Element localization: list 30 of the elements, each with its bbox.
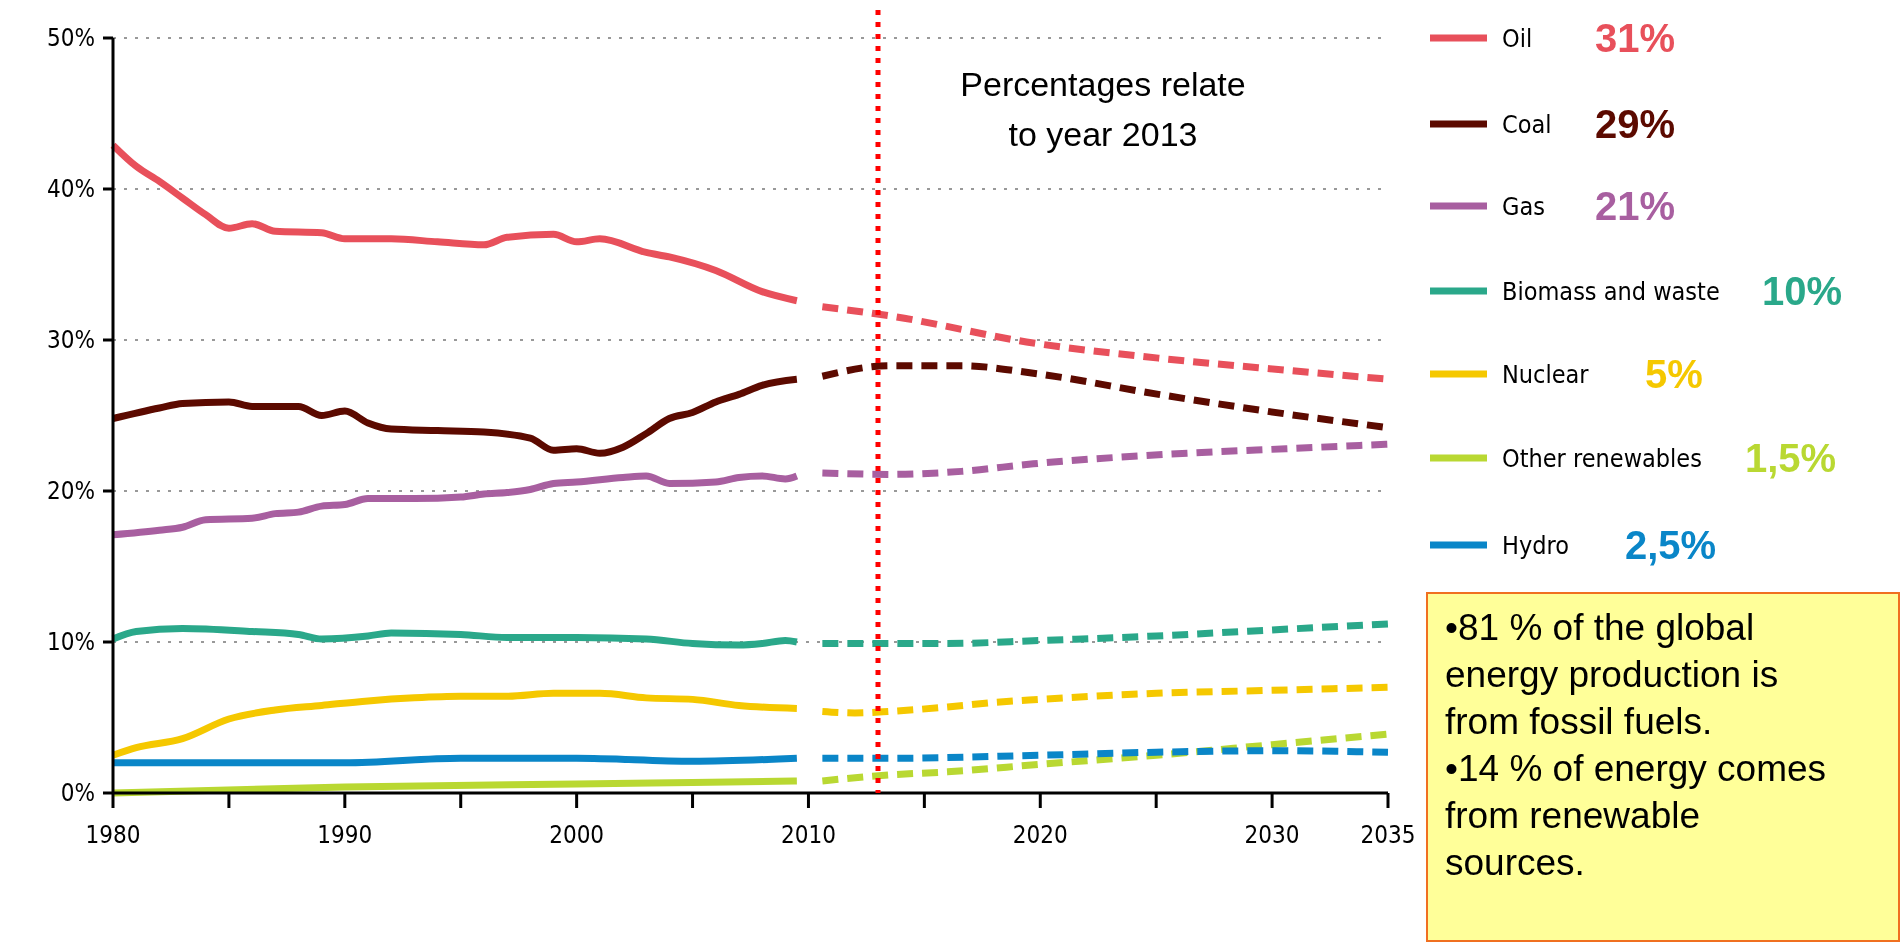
text: 1,5% — [1745, 436, 1837, 480]
x-tick-label: 1980 — [85, 821, 141, 849]
x-tick-label: 2035 — [1360, 821, 1416, 849]
y-tick-label: 10% — [47, 628, 95, 657]
x-tick-label: 2020 — [1012, 821, 1068, 849]
text: •81 % of the global energy production is from fossil fuels. — [1445, 607, 1779, 742]
y-tick-label: 30% — [47, 326, 95, 355]
text: 2,5% — [1625, 523, 1717, 567]
y-tick-label: 50% — [47, 24, 95, 53]
x-tick-label: 1990 — [317, 821, 373, 849]
y-tick-label: 40% — [47, 175, 95, 204]
legend-label: Hydro — [1502, 530, 1569, 560]
legend-label: Oil — [1502, 23, 1533, 53]
text: 31% — [1595, 16, 1676, 60]
text: •14 % of energy comes from renewable sources. — [1445, 748, 1827, 883]
x-tick-label: 2010 — [780, 821, 836, 849]
ref-line-label: Percentages relate to year 2013 — [960, 65, 1246, 153]
legend-label: Coal — [1502, 109, 1552, 139]
text: 29% — [1595, 102, 1676, 146]
y-tick-label: 20% — [47, 477, 95, 506]
y-tick-label: 0% — [60, 779, 95, 808]
text: 21% — [1595, 184, 1676, 228]
legend-label: Other renewables — [1502, 443, 1702, 473]
x-tick-label: 2030 — [1244, 821, 1300, 849]
text: 5% — [1645, 352, 1703, 396]
x-tick-label: 2000 — [549, 821, 605, 849]
legend-label: Biomass and waste — [1502, 276, 1720, 306]
legend-label: Nuclear — [1502, 359, 1590, 389]
text: 10% — [1762, 269, 1843, 313]
legend-label: Gas — [1502, 191, 1545, 221]
